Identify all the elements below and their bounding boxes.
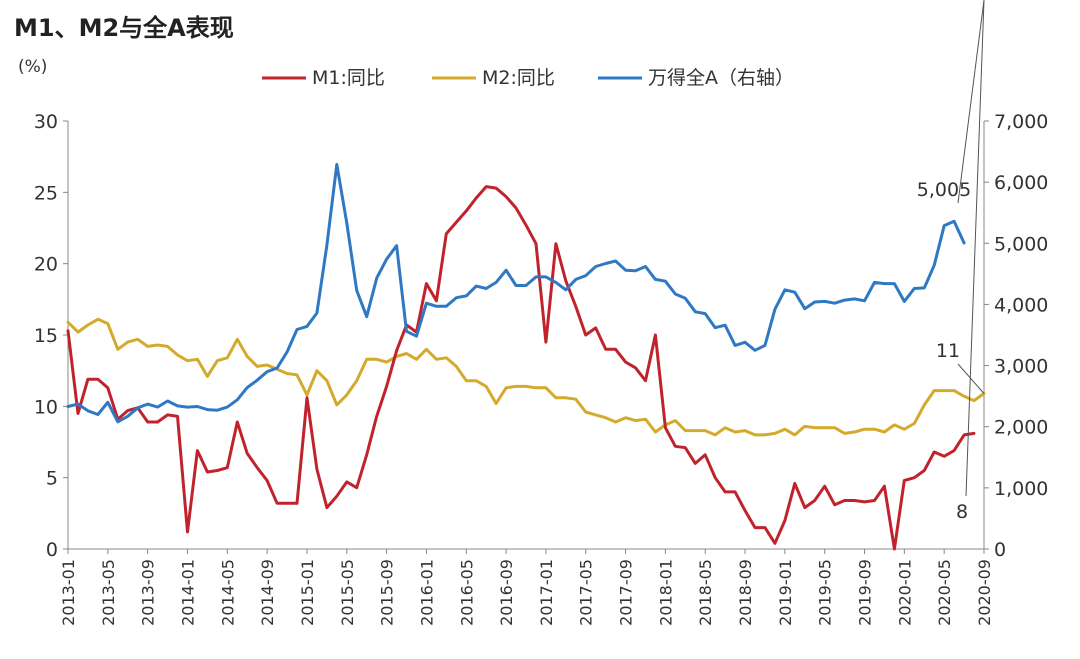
legend: M1:同比 M2:同比 万得全A（右轴） xyxy=(262,67,794,89)
right-tick-label: 1,000 xyxy=(994,478,1048,500)
annotation-leader-m2 xyxy=(957,363,985,394)
series-lines xyxy=(66,162,986,551)
annotation-label-m2: 11 xyxy=(936,340,960,362)
left-tick-label: 0 xyxy=(46,539,58,561)
x-tick-label: 2015-05 xyxy=(338,559,357,626)
legend-label-wind: 万得全A（右轴） xyxy=(648,67,794,89)
annotation-leader-m1 xyxy=(965,0,985,497)
x-tick-label: 2014-05 xyxy=(218,559,237,626)
x-tick-label: 2019-01 xyxy=(776,559,795,626)
x-tick-label: 2016-09 xyxy=(497,559,516,626)
x-tick-label: 2020-05 xyxy=(935,559,954,626)
annotation-label-wind: 5,005 xyxy=(917,179,971,201)
right-tick-label: 7,000 xyxy=(994,111,1048,133)
x-tick-label: 2016-05 xyxy=(457,559,476,626)
left-tick-label: 15 xyxy=(34,325,58,347)
legend-label-m2: M2:同比 xyxy=(482,67,555,89)
right-tick-label: 2,000 xyxy=(994,417,1048,439)
x-tick-label: 2017-01 xyxy=(537,559,556,626)
x-tick-label: 2019-05 xyxy=(816,559,835,626)
x-tick-label: 2014-09 xyxy=(258,559,277,626)
x-tick-label: 2017-05 xyxy=(577,559,596,626)
annotation-leader-wind xyxy=(957,0,985,204)
right-tick-label: 3,000 xyxy=(994,356,1048,378)
left-tick-label: 10 xyxy=(34,396,58,418)
x-tick-label: 2018-09 xyxy=(736,559,755,626)
axes: 0 5 10 15 20 25 30 0 1,000 2,000 3,000 4,000 5,000 6,… xyxy=(34,111,1049,626)
x-tick-label: 2018-01 xyxy=(656,559,675,626)
right-tick-label: 6,000 xyxy=(994,172,1048,194)
x-tick-label: 2020-01 xyxy=(895,559,914,626)
y-unit-label: (%) xyxy=(18,57,47,77)
right-tick-label: 0 xyxy=(994,539,1006,561)
legend-label-m1: M1:同比 xyxy=(312,67,385,89)
x-tick-label: 2015-09 xyxy=(378,559,397,626)
right-tick-label: 5,000 xyxy=(994,233,1048,255)
annotation-label-m1: 8 xyxy=(956,501,968,523)
chart-title: M1、M2与全A表现 xyxy=(14,14,234,42)
x-tick-label: 2013-09 xyxy=(139,559,158,626)
x-tick-label: 2020-09 xyxy=(975,559,994,626)
x-tick-label: 2013-05 xyxy=(99,559,118,626)
right-tick-label: 4,000 xyxy=(994,294,1048,316)
left-tick-label: 20 xyxy=(34,254,58,276)
annotations: 5,005 11 8 xyxy=(917,0,985,523)
x-tick-label: 2019-09 xyxy=(856,559,875,626)
x-tick-label: 2015-01 xyxy=(298,559,317,626)
x-tick-label: 2018-05 xyxy=(696,559,715,626)
series-line-m2 xyxy=(66,317,986,437)
series-line-wind xyxy=(66,162,966,424)
x-tick-label: 2014-01 xyxy=(178,559,197,626)
left-tick-label: 30 xyxy=(34,111,58,133)
series-line-m1 xyxy=(66,185,976,551)
x-tick-label: 2013-01 xyxy=(59,559,78,626)
x-tick-label: 2016-01 xyxy=(417,559,436,626)
x-tick-label: 2017-09 xyxy=(617,559,636,626)
left-tick-label: 25 xyxy=(34,182,58,204)
left-tick-label: 5 xyxy=(46,468,58,490)
